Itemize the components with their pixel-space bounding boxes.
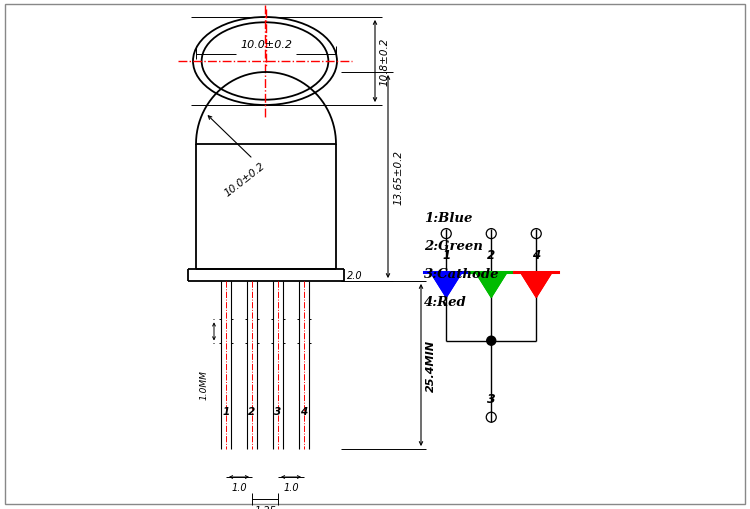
Text: 1: 1 (442, 248, 450, 261)
Text: 10.8±0.2: 10.8±0.2 (379, 38, 389, 86)
Text: 2:Green: 2:Green (424, 239, 483, 252)
Text: 2: 2 (248, 406, 256, 416)
Text: 10.0±0.2: 10.0±0.2 (223, 161, 267, 199)
Text: 3: 3 (274, 406, 282, 416)
Polygon shape (520, 272, 552, 298)
Text: 1: 1 (223, 406, 230, 416)
Text: 3: 3 (487, 392, 496, 405)
Polygon shape (430, 272, 462, 298)
Text: 1.0MM: 1.0MM (200, 370, 208, 399)
Text: 10.0±0.2: 10.0±0.2 (240, 40, 292, 50)
Text: 2: 2 (488, 248, 495, 261)
Circle shape (487, 336, 496, 346)
Text: 1.0: 1.0 (231, 482, 247, 492)
Text: 4: 4 (301, 406, 307, 416)
Text: 1:Blue: 1:Blue (424, 211, 472, 224)
Text: 1.25: 1.25 (254, 505, 276, 509)
Text: 1.0: 1.0 (284, 482, 298, 492)
Text: 13.65±0.2: 13.65±0.2 (393, 150, 403, 205)
Text: 4: 4 (532, 248, 540, 261)
Polygon shape (476, 272, 507, 298)
Text: 3:Cathode: 3:Cathode (424, 267, 500, 280)
Text: 2.0: 2.0 (347, 270, 363, 280)
Text: 4:Red: 4:Red (424, 295, 466, 308)
Text: 25.4MIN: 25.4MIN (426, 340, 436, 391)
